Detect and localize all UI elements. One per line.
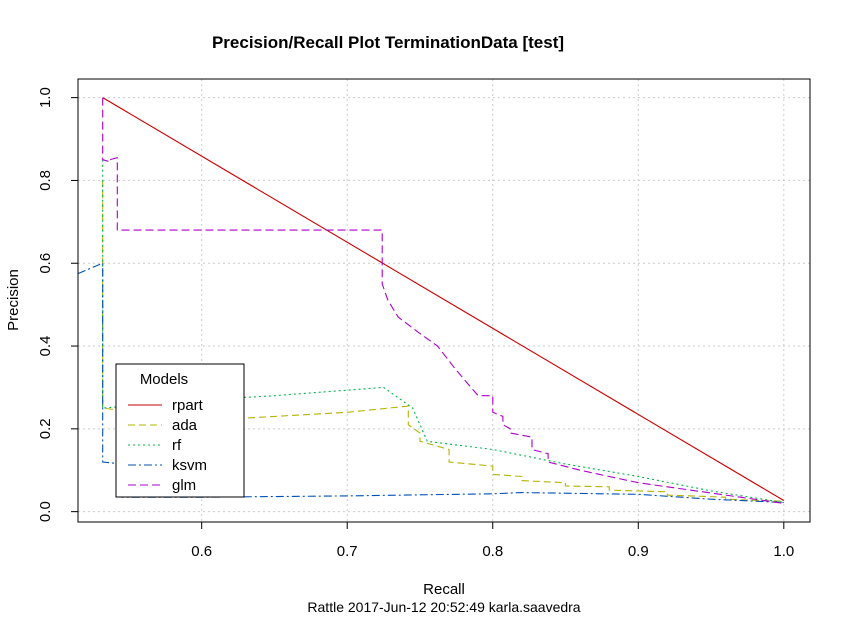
legend-title: Models — [140, 371, 188, 388]
y-tick-label: 0.4 — [37, 336, 54, 357]
x-tick-label: 1.0 — [773, 543, 794, 560]
y-axis: 0.0 0.2 0.4 0.6 0.8 1.0 — [37, 87, 78, 522]
x-tick-label: 0.8 — [482, 543, 503, 560]
legend-label-glm: glm — [172, 477, 196, 494]
y-tick-label: 1.0 — [37, 87, 54, 108]
grid-lines — [78, 79, 810, 522]
series-line-ksvm — [77, 262, 784, 504]
x-axis-label: Recall — [423, 581, 465, 598]
legend-label-ada: ada — [172, 417, 198, 434]
chart-title: Precision/Recall Plot TerminationData [t… — [212, 33, 564, 52]
legend-label-ksvm: ksvm — [172, 457, 207, 474]
series-line-ada — [102, 180, 784, 502]
legend-label-rpart: rpart — [172, 397, 204, 414]
x-tick-label: 0.7 — [337, 543, 358, 560]
legend: Models rpart ada rf ksvm glm — [115, 363, 245, 498]
y-tick-label: 0.8 — [37, 170, 54, 191]
y-tick-label: 0.2 — [37, 418, 54, 439]
series-line-rpart — [102, 97, 785, 501]
legend-box — [115, 363, 245, 498]
x-tick-label: 0.6 — [191, 543, 212, 560]
y-tick-label: 0.0 — [37, 501, 54, 522]
legend-label-rf: rf — [172, 437, 182, 454]
x-axis: 0.6 0.7 0.8 0.9 1.0 — [191, 522, 794, 560]
y-tick-label: 0.6 — [37, 253, 54, 274]
series-line-glm — [102, 97, 784, 504]
y-axis-label: Precision — [5, 269, 22, 331]
chart-subtitle: Rattle 2017-Jun-12 20:52:49 karla.saaved… — [307, 599, 580, 615]
x-tick-label: 0.9 — [628, 543, 649, 560]
plot-frame — [77, 78, 811, 523]
